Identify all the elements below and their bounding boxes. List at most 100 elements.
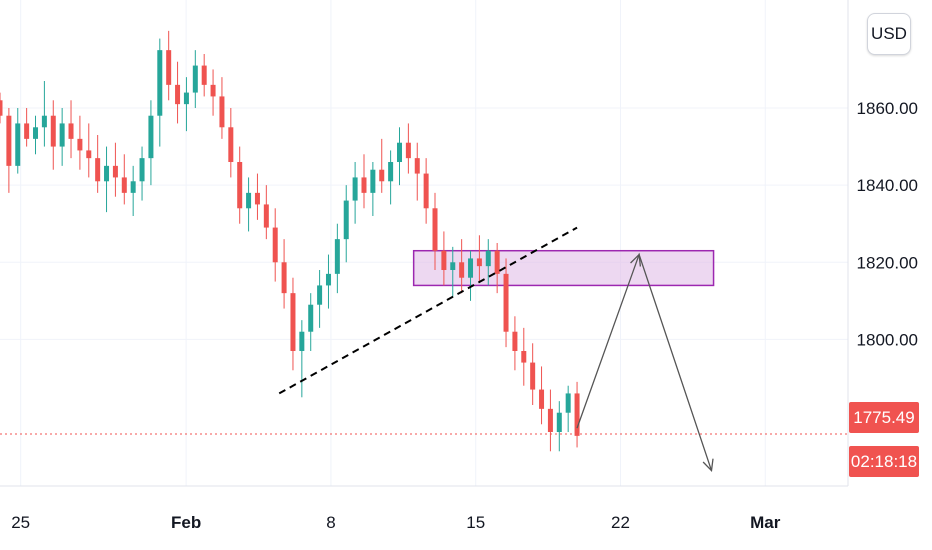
x-tick-label: 25 [11,513,30,532]
candle-body [361,177,367,193]
candle-body [574,393,580,436]
candle-body [468,258,474,278]
candle [263,185,269,240]
candle [476,235,482,282]
candle-body [476,258,482,267]
candle-body [441,250,447,270]
x-axis[interactable]: 25 Feb 8 15 22 Mar [0,485,848,532]
x-tick-label: Feb [171,513,201,532]
candle-body [228,127,234,162]
candle [228,108,234,178]
projection-arrowhead [702,458,714,472]
candle [112,142,118,197]
candle-body [50,115,56,147]
candle [450,246,456,297]
candle-body [219,96,225,128]
y-axis[interactable]: 1860.00 1840.00 1820.00 1800.00 [847,0,918,486]
candle [59,108,65,166]
candle [201,54,207,97]
candle-body [201,65,207,85]
candle [41,81,47,147]
candle-body [396,142,402,162]
candle [24,108,30,147]
candle [6,108,12,193]
candle-body [0,100,3,116]
y-tick-label: 1800.00 [857,330,918,349]
candle [0,92,3,124]
candle-body [388,162,394,182]
candle-body [503,273,509,332]
candle-body [175,84,181,105]
candle [33,115,39,155]
candle-body [317,285,323,305]
candle [210,69,216,116]
resistance-zone-layer [412,249,715,287]
candle-body [512,331,518,351]
candle-body [210,84,216,97]
candle-body [86,150,92,159]
candle-body [485,250,491,267]
projection-peak-arrowhead [630,253,642,267]
candle-body [6,115,12,166]
candle-body [299,331,305,351]
candle-body [308,304,314,332]
candle [317,270,323,328]
candle [468,250,474,301]
candle [530,343,536,405]
candle-body [192,65,198,93]
candle [166,30,172,101]
candle [494,243,500,294]
candle-body [530,362,536,390]
candle-body [77,138,83,151]
candle [547,389,553,452]
candle [121,154,127,205]
candle [254,173,260,220]
y-tick-label: 1860.00 [857,99,918,118]
candle [521,327,527,386]
candle [343,185,349,263]
candle [50,100,56,170]
candle [441,231,447,286]
candle [459,239,465,294]
drawings [0,226,848,472]
candle [157,38,163,147]
candle-body [246,192,252,209]
candle [574,381,580,448]
candle [175,61,181,124]
candle-body [539,389,545,409]
candle-body [112,165,118,178]
candle-body [370,169,376,193]
candle [15,108,21,174]
candle [290,277,296,371]
candle-body [148,115,154,159]
current-price-badge: 1775.49 [849,402,919,433]
x-tick-label: 8 [326,513,335,532]
candle [308,293,314,351]
candle-body [166,50,172,85]
candle-body [263,204,269,228]
resistance-zone [412,249,715,287]
grid [0,0,848,486]
x-tick-label: 15 [466,513,485,532]
candle-body [15,123,21,166]
candle-body [237,162,243,209]
candle-body [547,408,553,432]
candle-body [104,165,110,182]
candle [95,135,101,193]
projection-path [576,252,713,471]
candle [130,165,136,216]
candle [299,320,305,398]
candle-body [459,262,465,278]
currency-button[interactable]: USD [867,13,911,55]
candle-body [423,173,429,209]
candle [432,192,438,270]
candle [68,100,74,159]
candle-body [432,208,438,251]
candle-body [334,239,340,274]
candle [334,223,340,294]
candle [325,254,331,309]
candle-body [254,192,260,205]
candle-body [325,273,331,286]
countdown-badge: 02:18:18 [849,446,919,477]
